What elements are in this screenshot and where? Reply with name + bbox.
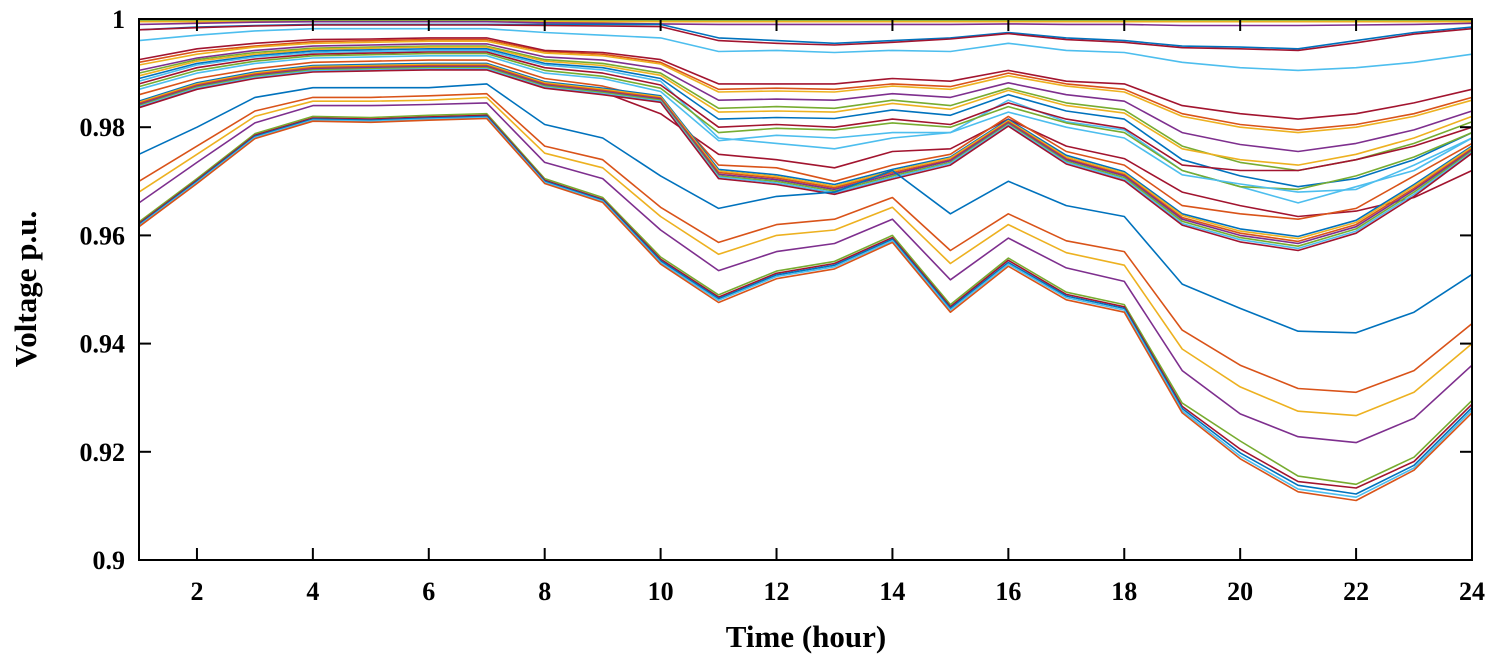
series-line-bus-17 bbox=[138, 54, 1473, 193]
series-line-bus-33 bbox=[138, 115, 1473, 495]
series-line-bus-06 bbox=[138, 27, 1473, 72]
x-tick-label: 24 bbox=[1459, 577, 1485, 606]
x-tick-label: 2 bbox=[190, 577, 203, 606]
x-tick-label: 12 bbox=[764, 577, 790, 606]
x-axis: 2 4 6 8 10 12 14 16 18 20 22 24 bbox=[190, 19, 1485, 606]
series-line-bus-32 bbox=[138, 114, 1473, 489]
series-line-bus-03 bbox=[138, 20, 1473, 27]
series-line-bus-09 bbox=[138, 37, 1473, 120]
series-line-bus-08 bbox=[138, 40, 1473, 134]
series-line-bus-10 bbox=[138, 43, 1473, 153]
x-tick-label: 6 bbox=[422, 577, 435, 606]
y-tick-label: 0.94 bbox=[80, 330, 126, 359]
series-line-bus-34 bbox=[138, 116, 1473, 499]
y-tick-label: 0.98 bbox=[80, 113, 126, 142]
x-tick-label: 8 bbox=[538, 577, 551, 606]
x-tick-label: 22 bbox=[1343, 577, 1369, 606]
series-line-bus-19 bbox=[138, 59, 1473, 220]
y-tick-label: 0.92 bbox=[80, 438, 126, 467]
series-line-bus-11 bbox=[138, 45, 1473, 172]
series-line-bus-22 bbox=[138, 64, 1473, 243]
series-line-bus-24 bbox=[138, 66, 1473, 247]
y-axis: 0.9 0.92 0.94 0.96 0.98 1 bbox=[80, 5, 1472, 575]
series-line-bus-14 bbox=[138, 49, 1473, 204]
series-line-bus-07 bbox=[138, 38, 1473, 131]
series-line-bus-13 bbox=[138, 47, 1473, 188]
y-tick-label: 1 bbox=[112, 5, 125, 34]
plot-frame bbox=[138, 18, 1473, 561]
series-line-bus-28 bbox=[138, 92, 1473, 394]
y-tick-label: 0.96 bbox=[80, 221, 126, 250]
series-line-bus-23 bbox=[138, 65, 1473, 245]
series-group bbox=[138, 19, 1473, 502]
x-tick-label: 18 bbox=[1111, 577, 1137, 606]
series-line-bus-26 bbox=[138, 69, 1473, 252]
series-line-bus-15 bbox=[138, 51, 1473, 172]
x-axis-label: Time (hour) bbox=[726, 619, 886, 654]
series-line-bus-29 bbox=[138, 96, 1473, 417]
series-line-bus-16 bbox=[138, 52, 1473, 191]
series-line-bus-27 bbox=[138, 83, 1473, 334]
y-tick-label: 0.9 bbox=[93, 546, 126, 575]
x-tick-label: 20 bbox=[1227, 577, 1253, 606]
series-line-bus-20 bbox=[138, 62, 1473, 238]
series-line-bus-21 bbox=[138, 63, 1473, 240]
x-tick-label: 16 bbox=[995, 577, 1021, 606]
series-line-bus-31 bbox=[138, 112, 1473, 486]
x-tick-label: 14 bbox=[879, 577, 905, 606]
series-line-bus-05 bbox=[138, 24, 1473, 52]
x-tick-label: 10 bbox=[648, 577, 674, 606]
series-line-bus-25 bbox=[138, 68, 1473, 250]
series-line-bus-30 bbox=[138, 102, 1473, 444]
x-tick-label: 4 bbox=[306, 577, 319, 606]
y-axis-label: Voltage p.u. bbox=[8, 211, 43, 367]
series-line-bus-12 bbox=[138, 46, 1473, 166]
series-line-bus-35 bbox=[138, 117, 1473, 502]
